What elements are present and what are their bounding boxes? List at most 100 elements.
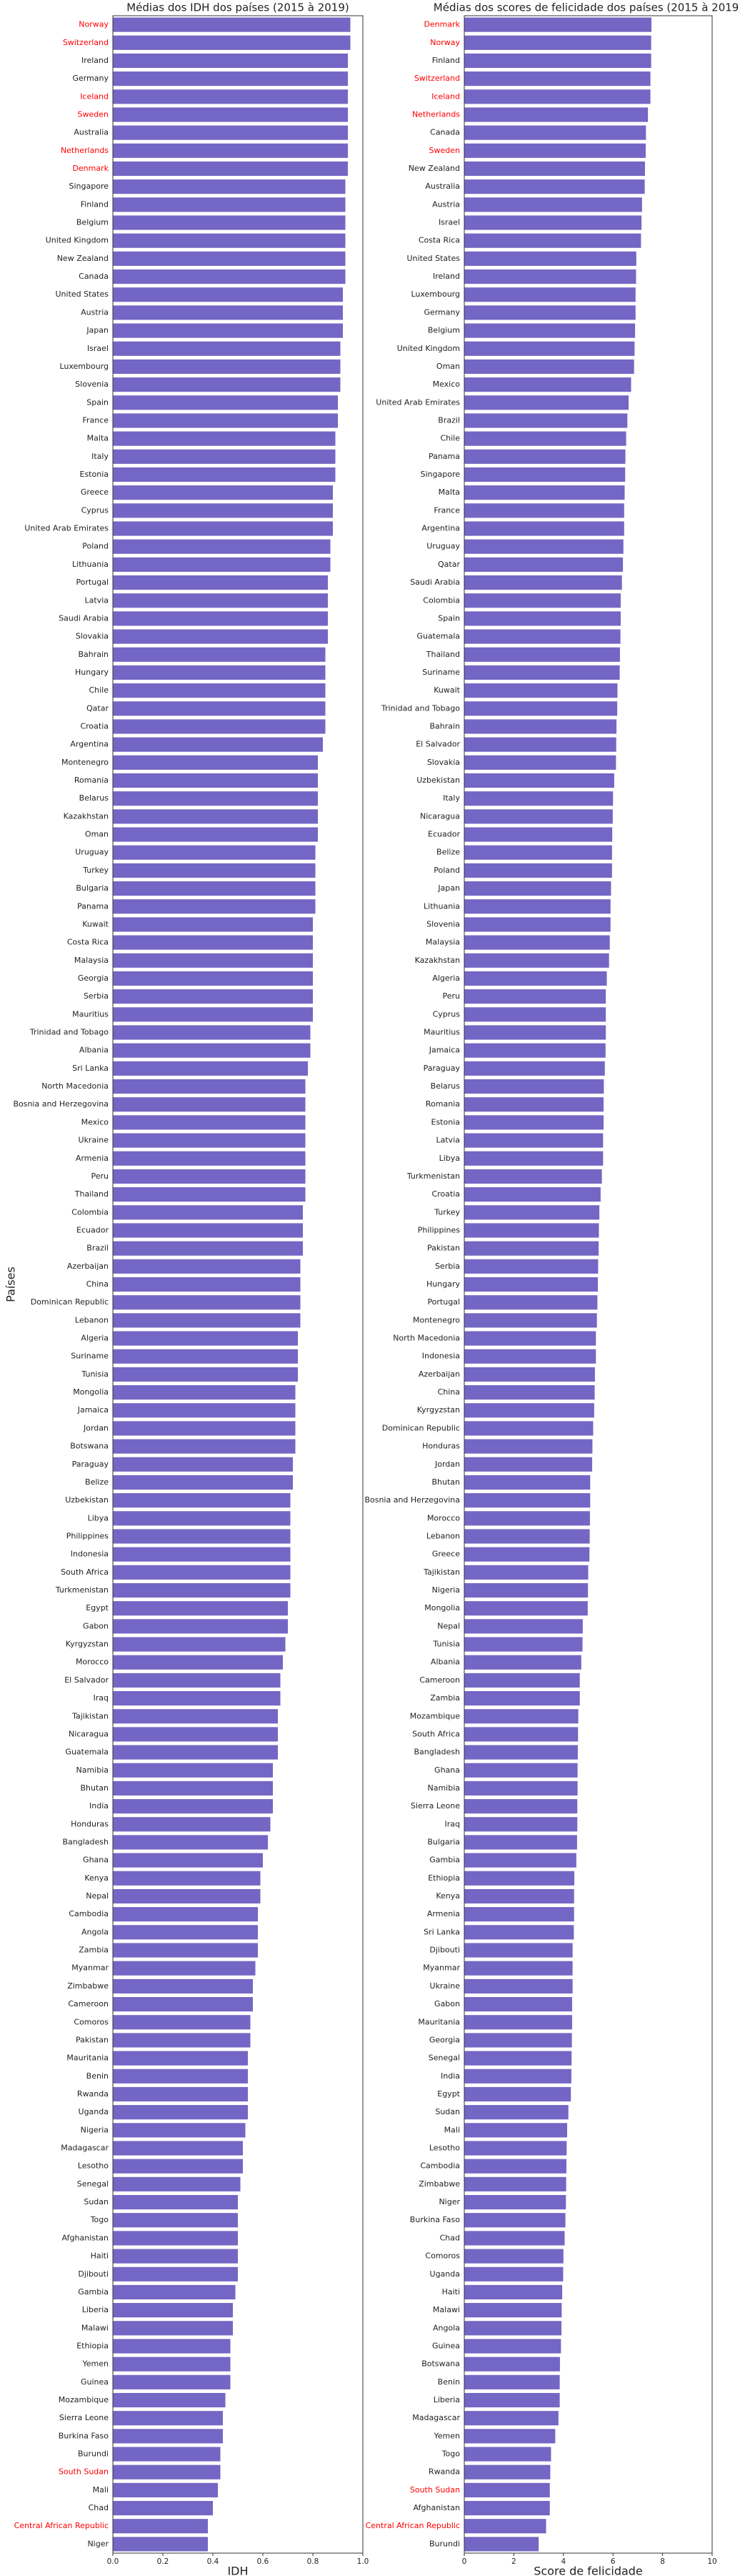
bar bbox=[113, 2051, 248, 2066]
bar bbox=[113, 107, 348, 122]
bar bbox=[464, 1259, 599, 1274]
bar bbox=[464, 359, 634, 375]
bar bbox=[113, 2519, 208, 2534]
y-tick-label: Oman bbox=[436, 362, 460, 371]
y-tick-label: Uruguay bbox=[75, 848, 109, 857]
y-tick-label: Oman bbox=[85, 830, 109, 839]
y-tick-label: Bhutan bbox=[80, 1783, 109, 1793]
y-tick-label: Turkmenistan bbox=[55, 1585, 109, 1595]
bar bbox=[113, 575, 328, 590]
bar bbox=[464, 1403, 594, 1418]
bar bbox=[464, 1133, 604, 1148]
y-tick-label: United Arab Emirates bbox=[376, 397, 460, 407]
bar bbox=[464, 323, 636, 338]
bar bbox=[464, 1799, 578, 1814]
y-tick-label: Argentina bbox=[421, 524, 460, 533]
y-tick-label: Algeria bbox=[81, 1334, 109, 1343]
bar bbox=[113, 1439, 296, 1454]
bar bbox=[464, 1582, 589, 1598]
y-tick-label: Paraguay bbox=[72, 1460, 109, 1469]
bar bbox=[464, 2159, 566, 2174]
y-tick-label: Senegal bbox=[429, 2054, 460, 2063]
y-tick-label: Denmark bbox=[72, 164, 109, 173]
y-tick-label: Montenegro bbox=[61, 758, 109, 767]
y-tick-label: Netherlands bbox=[412, 109, 460, 119]
y-tick-label: Turkey bbox=[82, 866, 109, 875]
x-tick-label: 1.0 bbox=[357, 2557, 369, 2566]
y-tick-label: Malawi bbox=[433, 2305, 460, 2314]
bar bbox=[464, 1691, 580, 1706]
bar bbox=[113, 2123, 246, 2138]
y-tick-label: Malaysia bbox=[426, 938, 460, 947]
bar bbox=[464, 683, 618, 698]
bar bbox=[113, 1097, 306, 1112]
y-tick-label: Japan bbox=[437, 883, 460, 893]
bar bbox=[113, 1943, 258, 1958]
y-tick-label: Lesotho bbox=[78, 2161, 109, 2171]
bar bbox=[113, 413, 338, 428]
y-tick-label: United Kingdom bbox=[46, 236, 109, 245]
bar bbox=[113, 215, 346, 230]
bar bbox=[464, 2033, 572, 2048]
bar bbox=[464, 2303, 562, 2318]
y-tick-label: Latvia bbox=[85, 595, 109, 605]
y-tick-label: Gambia bbox=[78, 2287, 109, 2297]
bar bbox=[113, 2339, 231, 2354]
y-tick-label: Spain bbox=[86, 397, 109, 407]
y-tick-label: Gambia bbox=[429, 1856, 460, 1865]
y-tick-label: South Sudan bbox=[410, 2485, 460, 2495]
bar bbox=[464, 2519, 546, 2534]
y-tick-label: Uganda bbox=[430, 2269, 460, 2279]
x-axis-label: IDH bbox=[227, 2565, 248, 2576]
x-axis-label: Score de felicidade bbox=[534, 2565, 643, 2576]
bar bbox=[113, 1115, 306, 1130]
x-tick-label: 0.6 bbox=[257, 2557, 269, 2566]
y-tick-label: Croatia bbox=[80, 722, 109, 731]
y-tick-label: Lebanon bbox=[426, 1531, 460, 1540]
bar bbox=[113, 251, 346, 266]
bar bbox=[113, 737, 323, 752]
bar bbox=[113, 341, 341, 356]
y-tick-label: Bangladesh bbox=[414, 1748, 461, 1757]
bar bbox=[464, 593, 621, 608]
y-tick-label: Portugal bbox=[427, 1297, 460, 1307]
bar bbox=[113, 1151, 306, 1166]
bar bbox=[464, 1277, 599, 1292]
bar bbox=[464, 1367, 595, 1382]
chart-title: Médias dos IDH dos países (2015 à 2019) bbox=[126, 1, 349, 14]
bar bbox=[113, 2392, 226, 2408]
x-tick-label: 4 bbox=[561, 2557, 566, 2566]
bar bbox=[113, 1817, 271, 1832]
y-tick-label: Central African Republic bbox=[14, 2521, 109, 2530]
y-tick-label: Haiti bbox=[91, 2251, 109, 2261]
y-tick-label: Tajikistan bbox=[423, 1567, 460, 1577]
y-tick-label: Lesotho bbox=[429, 2144, 460, 2153]
y-tick-label: Zimbabwe bbox=[419, 2179, 460, 2189]
bar bbox=[113, 1619, 288, 1634]
bar bbox=[464, 2321, 562, 2336]
bar bbox=[113, 1637, 286, 1652]
y-tick-label: Greece bbox=[81, 487, 109, 497]
bar bbox=[113, 2537, 208, 2552]
y-tick-label: Pakistan bbox=[427, 1244, 460, 1253]
y-tick-label: Madagascar bbox=[61, 2144, 109, 2153]
y-tick-label: Libya bbox=[439, 1154, 460, 1163]
bar bbox=[464, 305, 636, 320]
bar bbox=[113, 359, 341, 375]
y-tick-label: Peru bbox=[442, 991, 460, 1001]
y-tick-label: Mauritius bbox=[424, 1028, 460, 1037]
y-tick-label: Myanmar bbox=[71, 1963, 109, 1973]
y-tick-label: Brazil bbox=[438, 415, 460, 425]
y-tick-label: Saudi Arabia bbox=[410, 578, 460, 587]
bar bbox=[464, 2051, 572, 2066]
y-tick-label: Switzerland bbox=[63, 38, 109, 47]
y-tick-label: Malta bbox=[87, 434, 109, 443]
y-tick-label: Uruguay bbox=[426, 542, 460, 551]
y-tick-label: Singapore bbox=[421, 470, 461, 479]
y-tick-label: Benin bbox=[438, 2377, 460, 2387]
y-tick-label: Tunisia bbox=[432, 1640, 460, 1649]
bar bbox=[113, 503, 333, 518]
bar bbox=[113, 2141, 243, 2156]
bar bbox=[113, 1241, 303, 1256]
axes-frame bbox=[464, 15, 713, 2554]
